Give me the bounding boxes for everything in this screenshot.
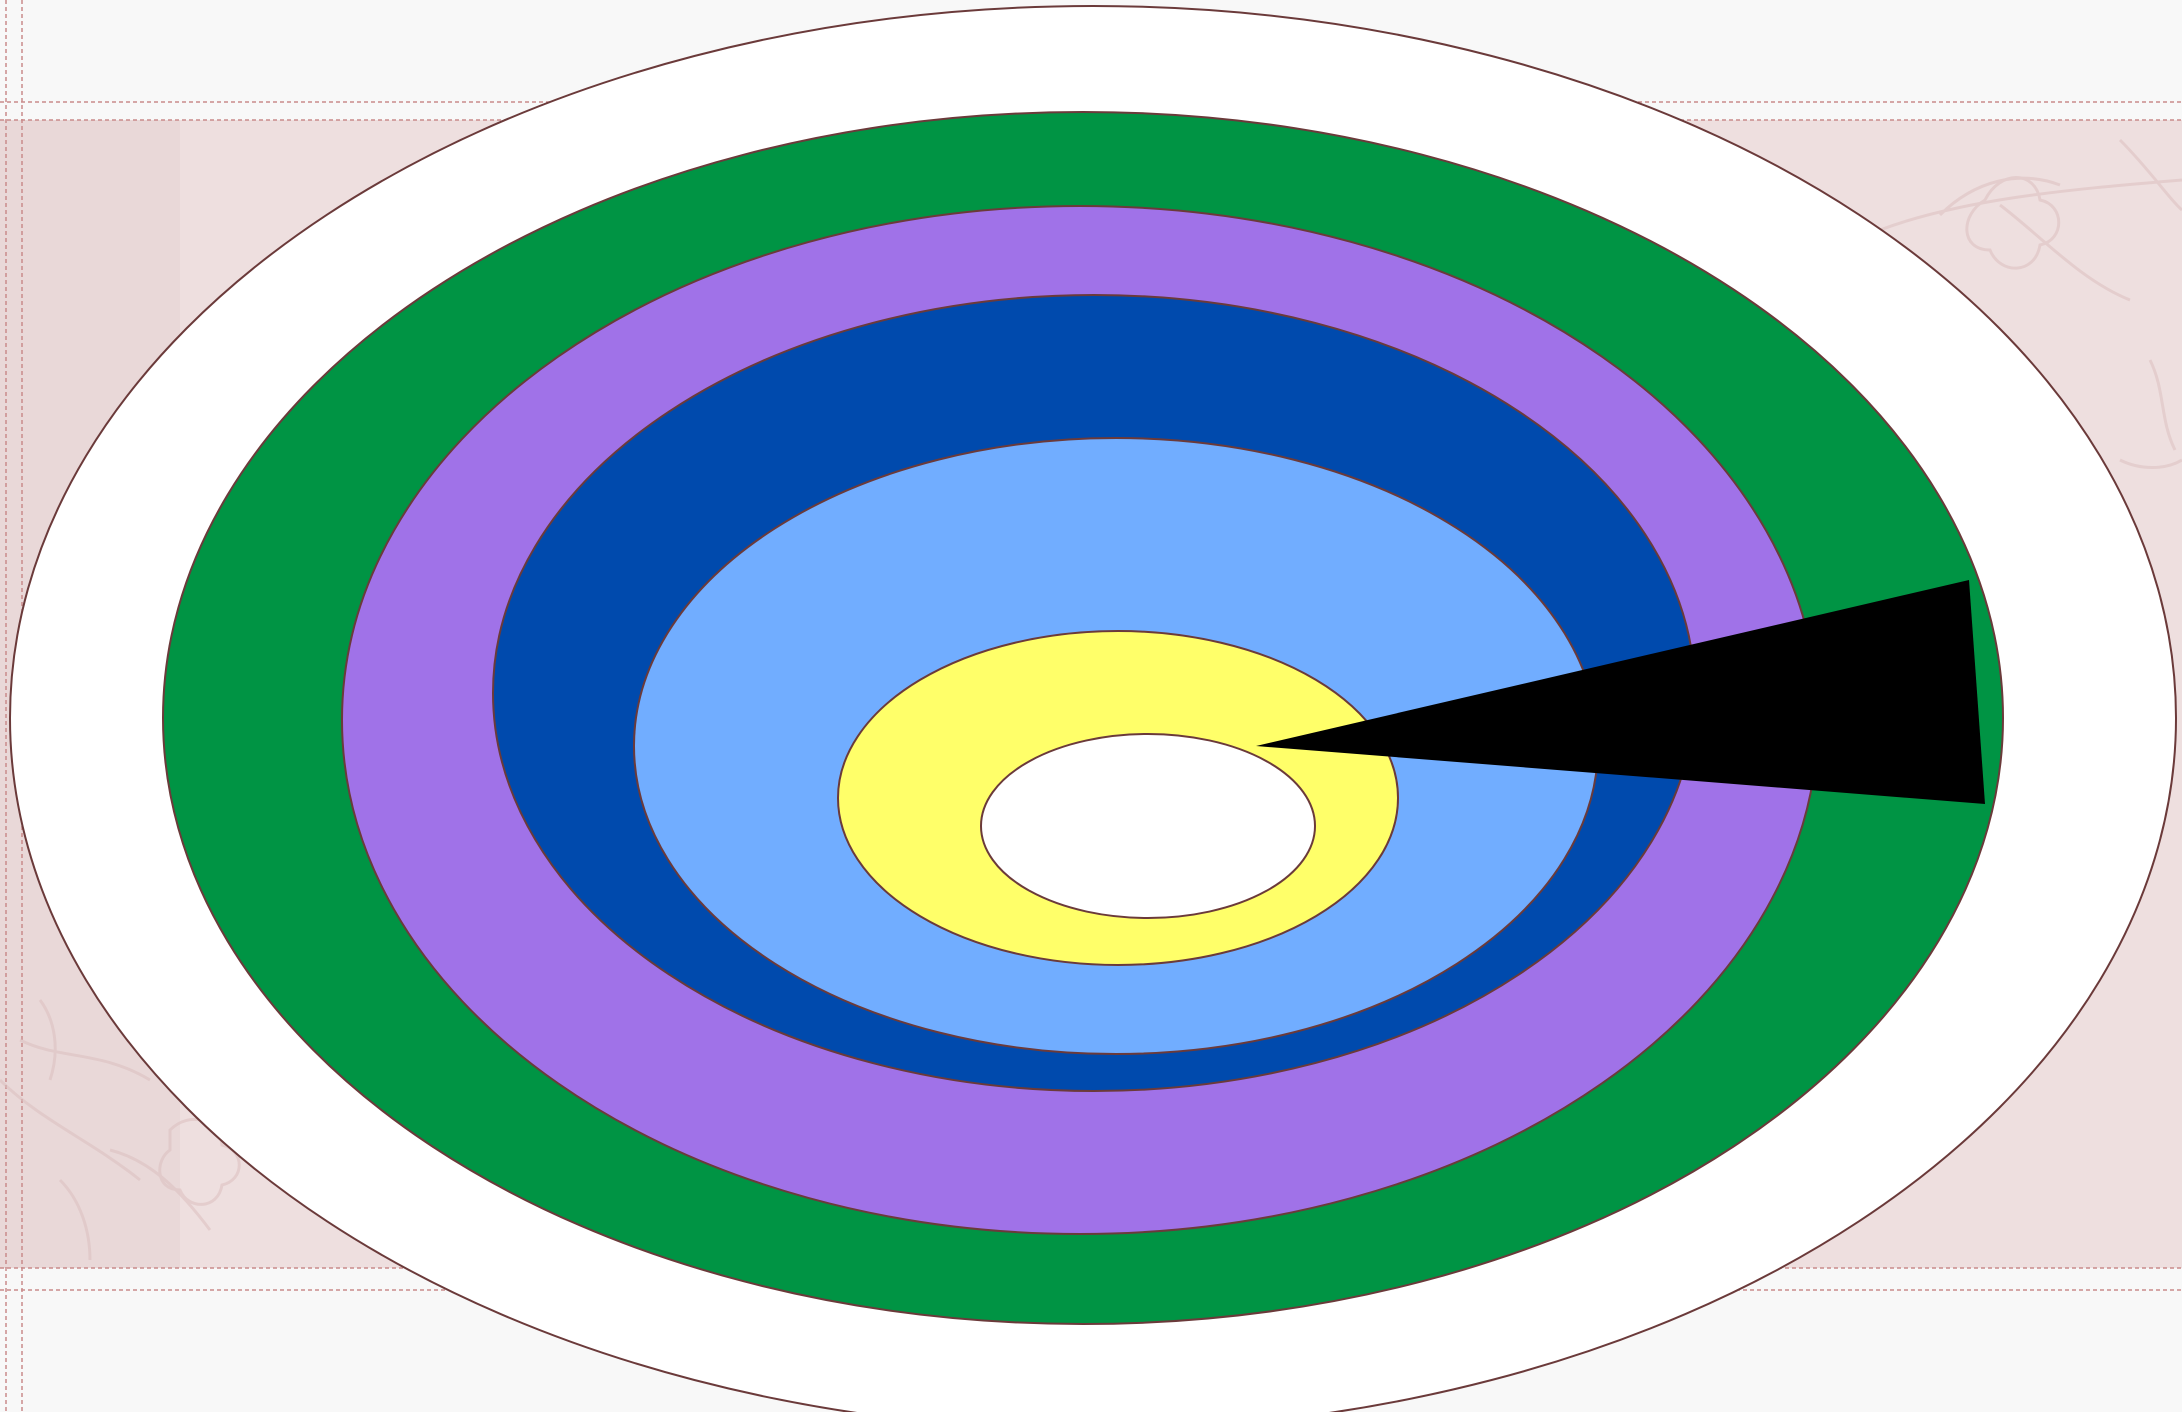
floral-flower-top-right [1965, 176, 2182, 469]
pointer-wedge [1256, 580, 1985, 804]
floral-watermark [0, 138, 2182, 1261]
floral-branch-bottom-left [0, 1038, 212, 1261]
floral-branch-top-right [1879, 138, 2182, 302]
center-ring [980, 733, 1316, 919]
concentric-rings [9, 5, 2177, 1412]
